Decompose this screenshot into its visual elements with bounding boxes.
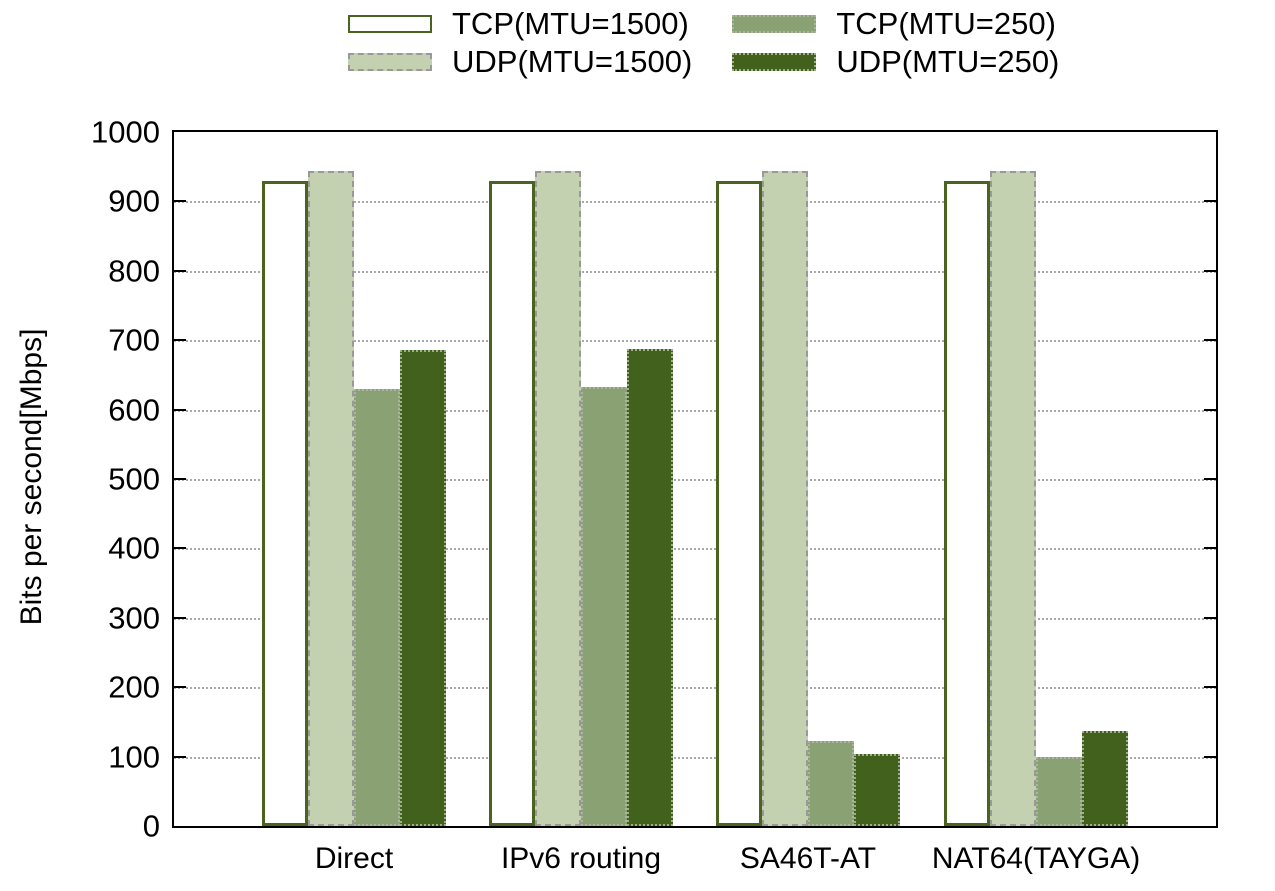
y-tick-left [174, 686, 186, 688]
bar [854, 754, 900, 826]
legend-item: TCP(MTU=1500) [348, 6, 692, 41]
legend-swatch [348, 15, 432, 34]
y-tick-right [1204, 547, 1216, 549]
gridline [174, 687, 1216, 689]
y-tick-right [1204, 756, 1216, 758]
bar [489, 181, 535, 826]
y-tick-label: 0 [142, 808, 160, 844]
y-tick-right [1204, 339, 1216, 341]
y-tick-right [1204, 478, 1216, 480]
y-tick-right [1204, 617, 1216, 619]
y-tick-right [1204, 270, 1216, 272]
legend-label: TCP(MTU=250) [836, 6, 1056, 41]
x-category-label: Direct [314, 842, 394, 875]
gridline [174, 340, 1216, 342]
legend-swatch [348, 52, 432, 71]
y-tick-label: 800 [108, 253, 160, 289]
legend-item: UDP(MTU=1500) [348, 43, 693, 79]
y-tick-right [1204, 200, 1216, 202]
legend-item: UDP(MTU=250) [732, 43, 1060, 79]
bar [535, 171, 581, 826]
bar [400, 350, 446, 826]
plot-area [172, 130, 1218, 828]
bar [308, 171, 354, 826]
bar [990, 171, 1036, 826]
bar [262, 181, 308, 826]
gridline [174, 618, 1216, 620]
y-tick-label: 900 [108, 183, 160, 219]
y-tick-left [174, 617, 186, 619]
bar [627, 349, 673, 826]
gridline [174, 410, 1216, 412]
y-tick-left [174, 270, 186, 272]
y-tick-label: 200 [108, 669, 160, 705]
bar [581, 387, 627, 826]
bar [944, 181, 990, 826]
legend-label: UDP(MTU=250) [836, 43, 1060, 79]
bar [762, 171, 808, 826]
y-tick-label: 400 [108, 530, 160, 566]
legend-label: TCP(MTU=1500) [452, 6, 689, 41]
y-tick-label: 600 [108, 392, 160, 428]
y-tick-left [174, 547, 186, 549]
x-category-label: IPv6 routing [500, 842, 662, 875]
legend-item: TCP(MTU=250) [732, 6, 1059, 41]
y-tick-label: 700 [108, 322, 160, 358]
bar [716, 181, 762, 826]
gridline [174, 271, 1216, 273]
y-tick-label: 100 [108, 739, 160, 775]
y-tick-left [174, 756, 186, 758]
bar [808, 741, 854, 826]
y-tick-label: 500 [108, 461, 160, 497]
bar [1036, 757, 1082, 826]
y-tick-right [1204, 686, 1216, 688]
x-category-label: NAT64(TAYGA) [931, 842, 1141, 875]
y-tick-left [174, 478, 186, 480]
gridline [174, 757, 1216, 759]
legend-label: UDP(MTU=1500) [452, 43, 693, 79]
y-tick-right [1204, 409, 1216, 411]
x-category-label: SA46T-AT [739, 842, 877, 875]
y-tick-left [174, 339, 186, 341]
legend-swatch [732, 15, 817, 34]
y-tick-left [174, 409, 186, 411]
y-tick-left [174, 200, 186, 202]
legend: TCP(MTU=1500) UDP(MTU=1500) TCP(MTU=250) UD… [348, 6, 1060, 79]
bar [354, 389, 400, 826]
legend-swatch [732, 52, 817, 71]
bar [1082, 731, 1128, 826]
y-tick-label: 1000 [91, 114, 160, 150]
gridline [174, 479, 1216, 481]
gridline [174, 548, 1216, 550]
y-tick-label: 300 [108, 600, 160, 636]
gridline [174, 201, 1216, 203]
